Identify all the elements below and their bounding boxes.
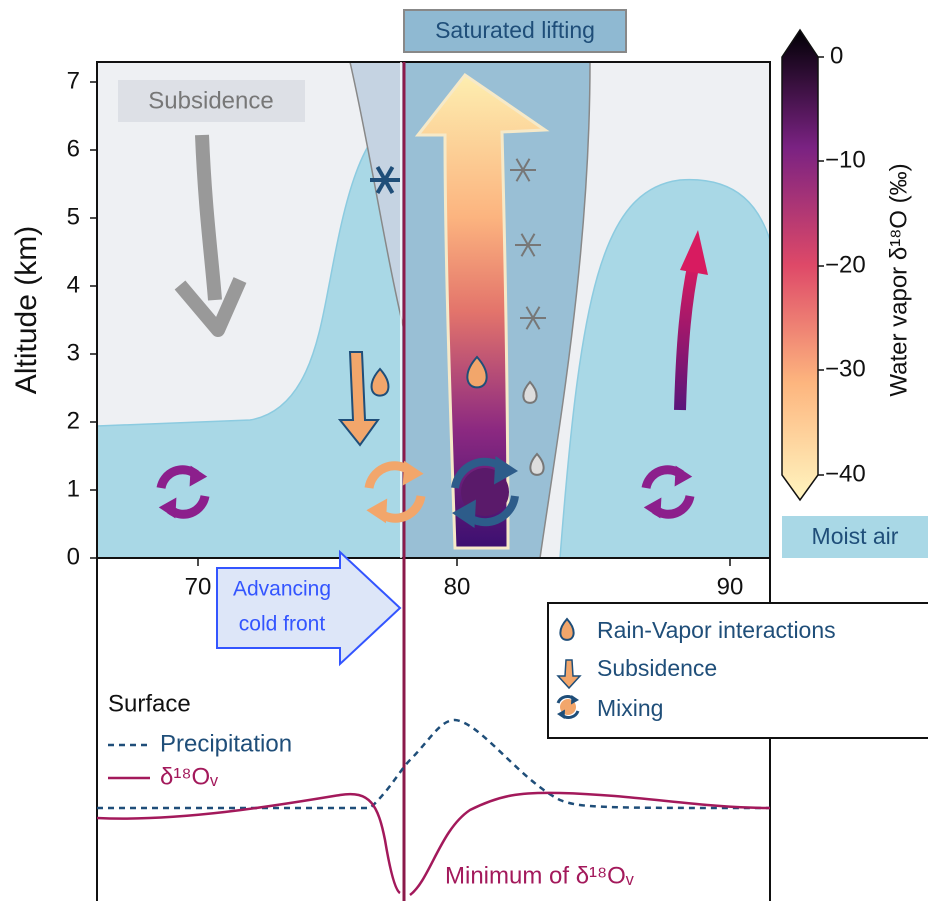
surface-item: Precipitation [160, 730, 292, 757]
colorbar-tick-label: −20 [825, 251, 866, 278]
x-tick-label: 70 [185, 573, 212, 600]
cold-front-arrow [217, 552, 400, 664]
artwork: Subsidence Saturated lifting Water vapor… [10, 10, 928, 901]
x-tick-label: 80 [444, 573, 471, 600]
surface-item: δ¹⁸Oᵥ [160, 763, 218, 790]
legend-item: Rain-Vapor interactions [597, 617, 836, 643]
minimum-label: Minimum of δ¹⁸Oᵥ [445, 862, 634, 889]
title: Saturated lifting [435, 17, 595, 43]
y-tick-label: 2 [67, 407, 80, 434]
surface-title: Surface [108, 690, 191, 717]
colorbar-tick-label: −10 [825, 146, 866, 173]
diagram: Subsidence Saturated lifting Water vapor… [0, 0, 928, 901]
cold-front-label: cold front [239, 613, 326, 636]
y-axis-label: Altitude (km) [10, 226, 43, 394]
y-tick-label: 5 [67, 203, 80, 230]
y-tick-label: 6 [67, 135, 80, 162]
colorbar-tick-label: −40 [825, 460, 866, 487]
y-tick-label: 3 [67, 339, 80, 366]
y-tick-label: 0 [67, 543, 80, 570]
colorbar-tick-label: 0 [830, 42, 843, 69]
colorbar-tick-label: −30 [825, 355, 866, 382]
moist-air-label: Moist air [812, 523, 899, 549]
legend-item: Subsidence [597, 655, 717, 681]
x-tick-label: 90 [717, 573, 744, 600]
y-tick-label: 1 [67, 475, 80, 502]
legend-item: Mixing [597, 695, 663, 721]
cold-front-label: Advancing [233, 578, 331, 601]
y-tick-label: 4 [67, 271, 80, 298]
colorbar-label: Water vapor δ¹⁸O (‰) [885, 163, 912, 396]
subsidence-label: Subsidence [148, 87, 273, 114]
y-tick-label: 7 [67, 67, 80, 94]
colorbar [782, 30, 818, 500]
